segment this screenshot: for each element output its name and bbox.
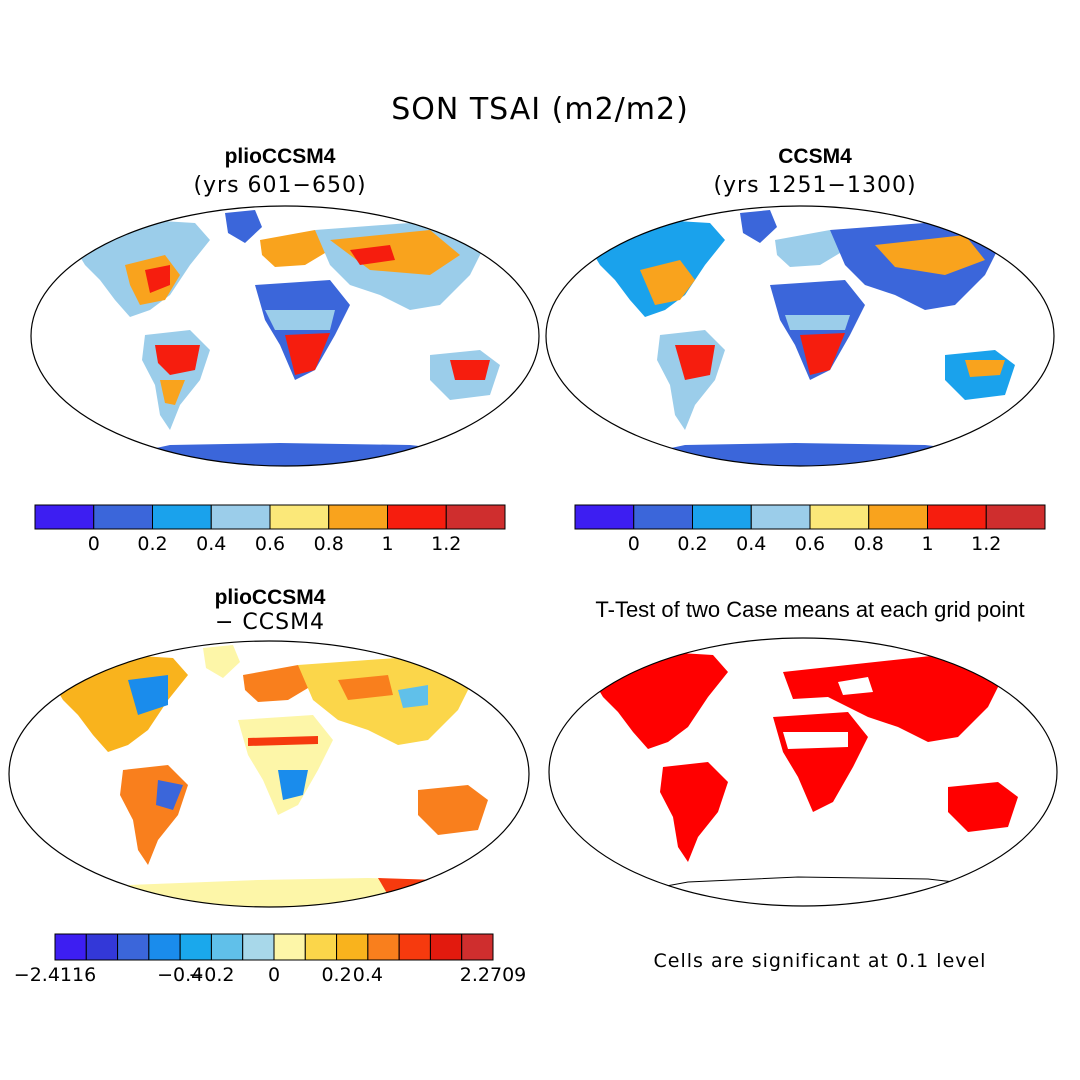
colorbar-tick-label: 0.2 bbox=[677, 533, 708, 555]
map-panel-pliocene bbox=[30, 205, 540, 467]
colorbar-swatch bbox=[445, 504, 506, 530]
map-frame bbox=[8, 640, 530, 908]
colorbar-tick-label: −2.4116 bbox=[13, 964, 97, 986]
continent-greenland bbox=[740, 210, 777, 243]
colorbar-swatch bbox=[336, 933, 369, 961]
colorbar-panel2 bbox=[574, 504, 1046, 530]
colorbar-swatch bbox=[574, 504, 635, 530]
colorbar-difference-ticks: −2.4116 −0.4 −0.2 0 0.2 0.4 2.2709 bbox=[0, 964, 540, 988]
colorbar-tick-label: −0.2 bbox=[188, 964, 235, 986]
colorbar-swatch bbox=[273, 933, 306, 961]
colorbar-swatch bbox=[750, 504, 811, 530]
map-frame bbox=[545, 205, 1055, 467]
colorbar-swatch bbox=[809, 504, 870, 530]
panel2-subtitle: (yrs 1251−1300) bbox=[713, 173, 917, 198]
ttest-note: Cells are significant at 0.1 level bbox=[653, 950, 987, 972]
colorbar-tick-label: 0.4 bbox=[736, 533, 767, 555]
continent-africa bbox=[238, 715, 333, 815]
map-panel-ttest bbox=[548, 637, 1058, 907]
colorbar-swatch bbox=[868, 504, 928, 530]
colorbar-tick-label: 0.6 bbox=[794, 533, 826, 555]
colorbar-swatch bbox=[304, 933, 338, 961]
colorbar-tick-label: 0 bbox=[627, 533, 640, 555]
colorbar-panel1 bbox=[34, 504, 506, 530]
colorbar-tick-label: 0.4 bbox=[196, 533, 227, 555]
colorbar-swatch bbox=[269, 504, 330, 530]
colorbar-tick-label: 0.8 bbox=[313, 533, 344, 555]
figure-title: SON TSAI (m2/m2) bbox=[391, 92, 689, 127]
colorbar-swatch bbox=[692, 504, 752, 530]
significant-australia bbox=[948, 782, 1018, 832]
continent-greenland bbox=[203, 645, 240, 678]
panel3-subtitle: − CCSM4 bbox=[214, 610, 326, 635]
panel3-title: plioCCSM4 bbox=[214, 586, 326, 609]
colorbar-swatch bbox=[152, 504, 212, 530]
map-frame bbox=[548, 637, 1058, 907]
colorbar-tick-label: 0.8 bbox=[853, 533, 884, 555]
colorbar-tick-label: 0.2 bbox=[321, 964, 352, 986]
continent-europe bbox=[243, 665, 313, 702]
colorbar-swatch bbox=[85, 933, 119, 961]
map-panel-modern bbox=[545, 205, 1055, 467]
colorbar-swatch bbox=[367, 933, 400, 961]
colorbar-tick-label: 1.2 bbox=[431, 533, 462, 555]
colorbar-swatch bbox=[328, 504, 388, 530]
continent-south-america bbox=[120, 765, 188, 865]
colorbar-swatch bbox=[242, 933, 275, 961]
colorbar-swatch bbox=[117, 933, 150, 961]
panel2-title: CCSM4 bbox=[778, 145, 852, 168]
significant-north-america bbox=[588, 652, 728, 749]
continent-antarctica bbox=[606, 876, 1020, 906]
significant-eurasia bbox=[783, 652, 1003, 742]
colorbar-tick-label: 0 bbox=[87, 533, 100, 555]
colorbar-tick-label: 2.2709 bbox=[459, 964, 527, 986]
colorbar-tick-label: −0.4 bbox=[157, 964, 204, 986]
colorbar-swatch bbox=[179, 933, 212, 961]
map-frame bbox=[30, 205, 540, 467]
colorbar-swatch bbox=[93, 504, 153, 530]
colorbar-swatch bbox=[633, 504, 693, 530]
colorbar-swatch bbox=[429, 933, 463, 961]
panel1-title: plioCCSM4 bbox=[224, 145, 336, 168]
colorbar-tick-label: 0.2 bbox=[137, 533, 168, 555]
colorbar-swatch bbox=[985, 504, 1046, 530]
panel1-subtitle: (yrs 601−650) bbox=[193, 173, 367, 198]
colorbar-swatch bbox=[210, 504, 271, 530]
colorbar-tick-label: 0.6 bbox=[254, 533, 286, 555]
colorbar-tick-label: 1 bbox=[381, 533, 394, 555]
continent-europe bbox=[775, 230, 845, 267]
colorbar-difference bbox=[54, 933, 494, 961]
colorbar-panel2-ticks: 0 0.2 0.4 0.6 0.8 1 1.2 bbox=[575, 533, 1045, 557]
colorbar-tick-label: 0 bbox=[267, 964, 281, 986]
colorbar-tick-label: 1 bbox=[921, 533, 934, 555]
colorbar-swatch bbox=[148, 933, 181, 961]
colorbar-swatch bbox=[387, 504, 447, 530]
colorbar-swatch bbox=[34, 504, 95, 530]
continent-australia bbox=[418, 785, 488, 835]
colorbar-swatch bbox=[54, 933, 87, 961]
map-panel-difference bbox=[8, 640, 530, 908]
significant-africa bbox=[773, 712, 868, 812]
panel4-title: T-Test of two Case means at each grid po… bbox=[595, 597, 1025, 622]
colorbar-swatch bbox=[927, 504, 987, 530]
continent-europe bbox=[260, 230, 330, 267]
colorbar-swatch bbox=[461, 933, 494, 961]
significant-south-america bbox=[660, 762, 728, 862]
colorbar-tick-label: 0.4 bbox=[352, 964, 383, 986]
continent-greenland bbox=[225, 210, 262, 243]
colorbar-swatch bbox=[210, 933, 244, 961]
colorbar-swatch bbox=[398, 933, 431, 961]
colorbar-panel1-ticks: 0 0.2 0.4 0.6 0.8 1 1.2 bbox=[35, 533, 505, 557]
colorbar-tick-label: 1.2 bbox=[971, 533, 1002, 555]
continent-asia bbox=[298, 655, 473, 745]
